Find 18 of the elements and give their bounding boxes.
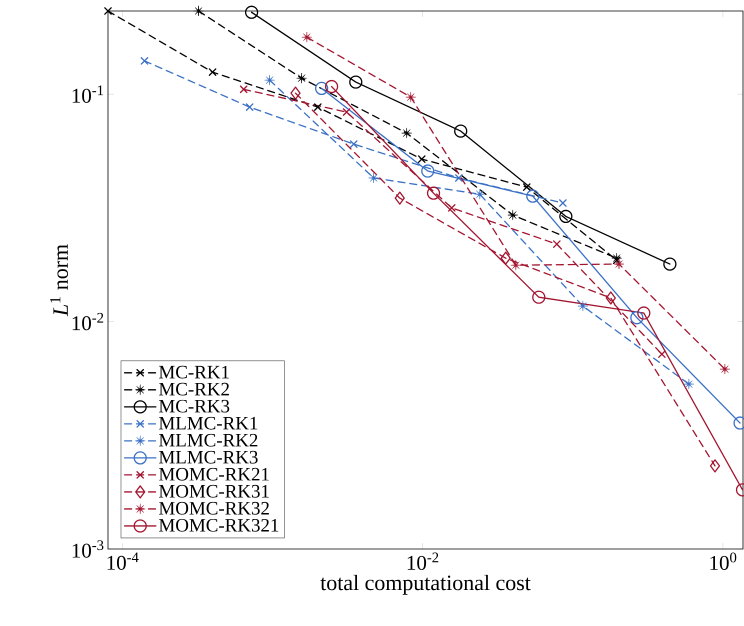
x-tick-label: 10$^{-4}$ bbox=[108, 552, 139, 570]
legend-label: MC-RK1 bbox=[158, 366, 229, 379]
legend-label: MOMC-RK21 bbox=[158, 468, 269, 481]
legend-label: MLMC-RK1 bbox=[158, 416, 258, 430]
x-tick-label: 10$^{0}$ bbox=[710, 552, 736, 570]
y-tick-label: 10$^{-3}$ bbox=[72, 540, 104, 558]
x-tick-label: 10$^{-2}$ bbox=[408, 552, 438, 570]
legend-label: MC-RK2 bbox=[158, 382, 229, 396]
legend-label: MLMC-RK2 bbox=[158, 434, 258, 447]
legend-label: MC-RK3 bbox=[158, 400, 230, 413]
y-axis-title: L$^{1}$ norm bbox=[50, 244, 68, 316]
legend-label: MOMC-RK321 bbox=[158, 518, 278, 532]
y-tick-label: 10$^{-2}$ bbox=[72, 312, 104, 330]
y-tick-label: 10$^{-1}$ bbox=[72, 85, 104, 103]
legend-label: MOMC-RK31 bbox=[158, 484, 269, 498]
x-axis-title: total computational cost bbox=[320, 574, 531, 595]
legend-label: MOMC-RK32 bbox=[158, 502, 269, 515]
legend-label: MLMC-RK3 bbox=[158, 450, 258, 464]
